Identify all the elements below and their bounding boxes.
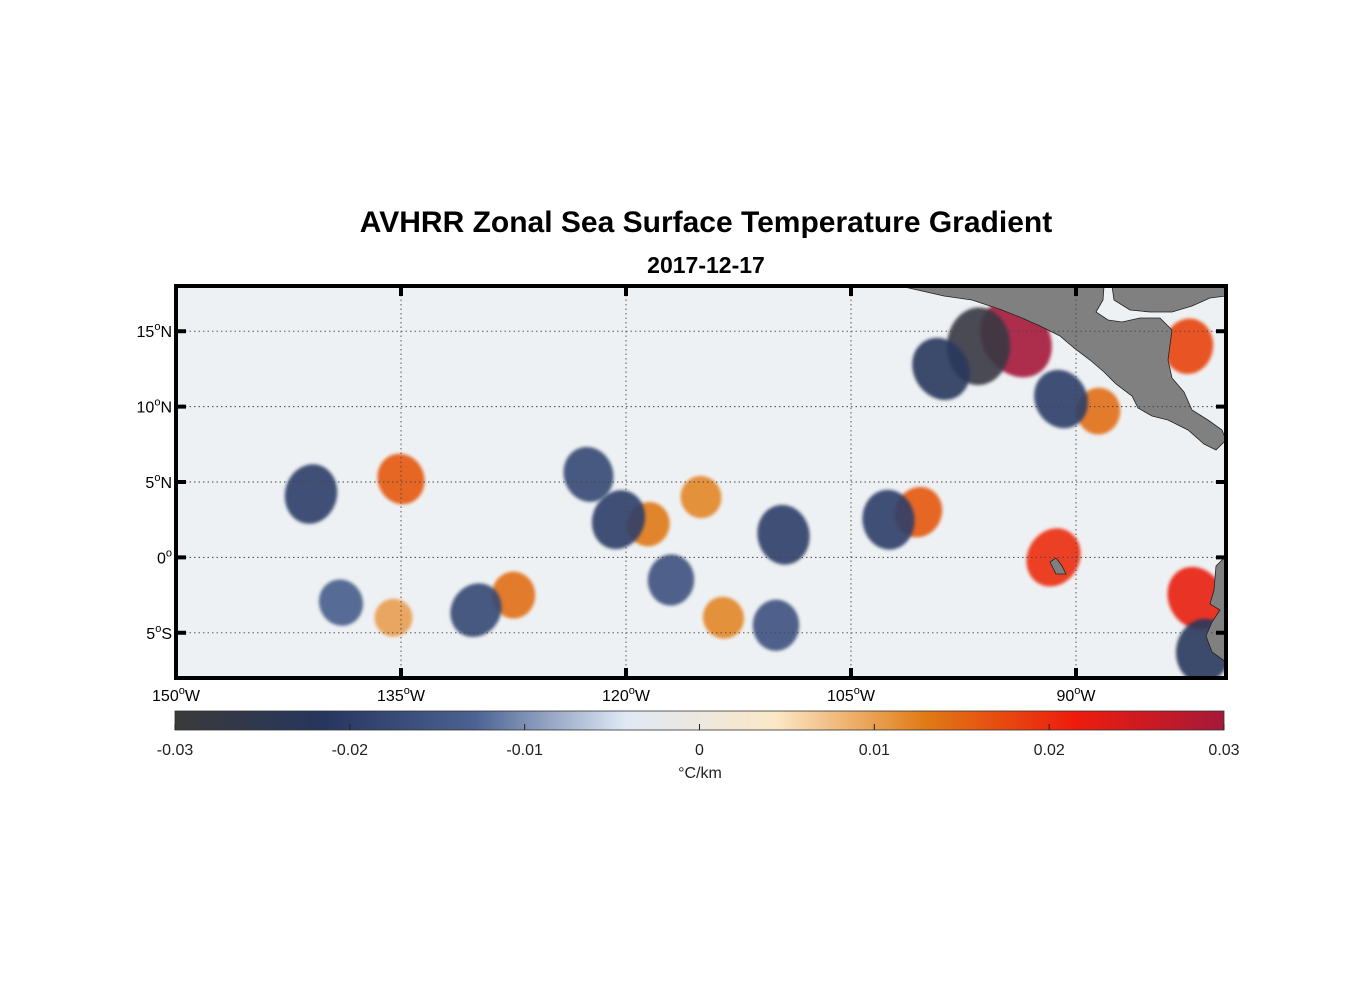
lon-tick-label: 135oW — [377, 685, 426, 705]
anomaly-feature — [450, 583, 502, 637]
lat-tick-label: 10oN — [137, 397, 172, 417]
anomaly-feature — [912, 337, 970, 400]
land-south-america — [1205, 555, 1226, 663]
plot-title: AVHRR Zonal Sea Surface Temperature Grad… — [359, 206, 1053, 239]
sst-gradient-field — [284, 300, 1226, 678]
anomaly-feature — [752, 599, 800, 651]
colorbar-tick-label: -0.02 — [332, 742, 369, 759]
lat-tick-label: 5oN — [145, 472, 172, 492]
anomaly-feature — [377, 453, 425, 505]
anomaly-feature — [647, 554, 695, 606]
colorbar-tick-label: 0 — [695, 742, 704, 759]
anomaly-feature — [680, 475, 722, 519]
land-yucatan — [1111, 286, 1226, 313]
latitude-labels: 15oN 10oN 5oN 0o 5oS — [137, 321, 172, 643]
longitude-labels: 150oW 135oW 120oW 105oW 90oW — [152, 685, 1096, 705]
colorbar-tick-label: 0.02 — [1034, 742, 1065, 759]
lat-tick-label: 0o — [157, 547, 172, 567]
lon-tick-label: 120oW — [602, 685, 651, 705]
land-galapagos — [1049, 557, 1067, 575]
anomaly-feature — [702, 596, 745, 639]
colorbar-tick-label: 0.01 — [859, 742, 890, 759]
colorbar-tick-label: -0.01 — [506, 742, 543, 759]
anomaly-feature — [757, 504, 810, 565]
anomaly-feature — [862, 489, 915, 550]
plot-subtitle: 2017-12-17 — [647, 252, 765, 278]
lon-tick-label: 150oW — [152, 685, 201, 705]
anomaly-feature — [591, 490, 646, 550]
colorbar-tick-label: 0.03 — [1208, 742, 1239, 759]
colorbar-ticks: -0.03 -0.02 -0.01 0 0.01 0.02 0.03 — [157, 724, 1240, 759]
anomaly-feature — [491, 571, 536, 619]
anomaly-feature — [1163, 318, 1214, 375]
anomaly-feature — [1167, 566, 1225, 630]
anomaly-feature — [374, 598, 413, 637]
lon-tick-label: 90oW — [1056, 685, 1096, 705]
colorbar-tick-label: -0.03 — [157, 742, 194, 759]
colorbar-unit-label: °C/km — [678, 765, 722, 782]
lat-tick-label: 5oS — [146, 623, 172, 643]
frame-ticks — [174, 286, 1226, 678]
lon-tick-label: 105oW — [827, 685, 876, 705]
anomaly-feature — [563, 446, 614, 502]
anomaly-feature — [1034, 369, 1088, 429]
anomaly-feature — [284, 464, 338, 524]
anomaly-feature — [318, 579, 364, 626]
lat-tick-label: 15oN — [137, 321, 172, 341]
